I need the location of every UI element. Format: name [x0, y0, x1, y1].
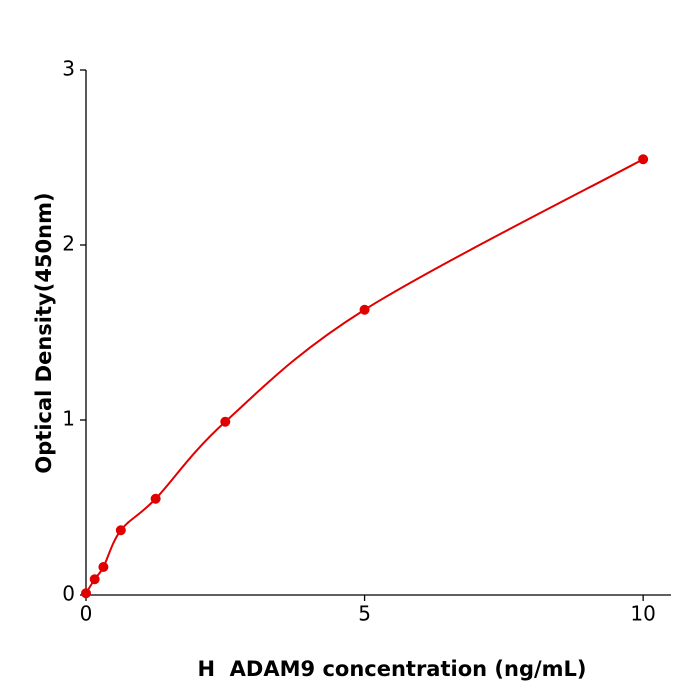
data-point — [81, 588, 91, 599]
x-tick-label: 5 — [358, 602, 371, 626]
data-point — [115, 525, 126, 536]
x-tick-label: 10 — [630, 602, 655, 626]
y-tick-label: 0 — [62, 582, 75, 606]
y-tick-label: 2 — [62, 232, 75, 256]
data-point — [220, 416, 231, 427]
data-point — [150, 493, 161, 504]
data-point — [98, 562, 109, 572]
x-tick-label: 0 — [80, 602, 93, 626]
y-axis-label: Optical Density(450nm) — [32, 192, 56, 473]
x-axis-label: H ADAM9 concentration (ng/mL) — [197, 657, 586, 681]
data-point — [638, 154, 649, 165]
fit-curve — [85, 158, 644, 594]
data-point — [359, 304, 370, 315]
y-tick-label: 1 — [62, 407, 75, 431]
y-tick-label: 3 — [62, 57, 75, 81]
data-point — [89, 574, 100, 585]
